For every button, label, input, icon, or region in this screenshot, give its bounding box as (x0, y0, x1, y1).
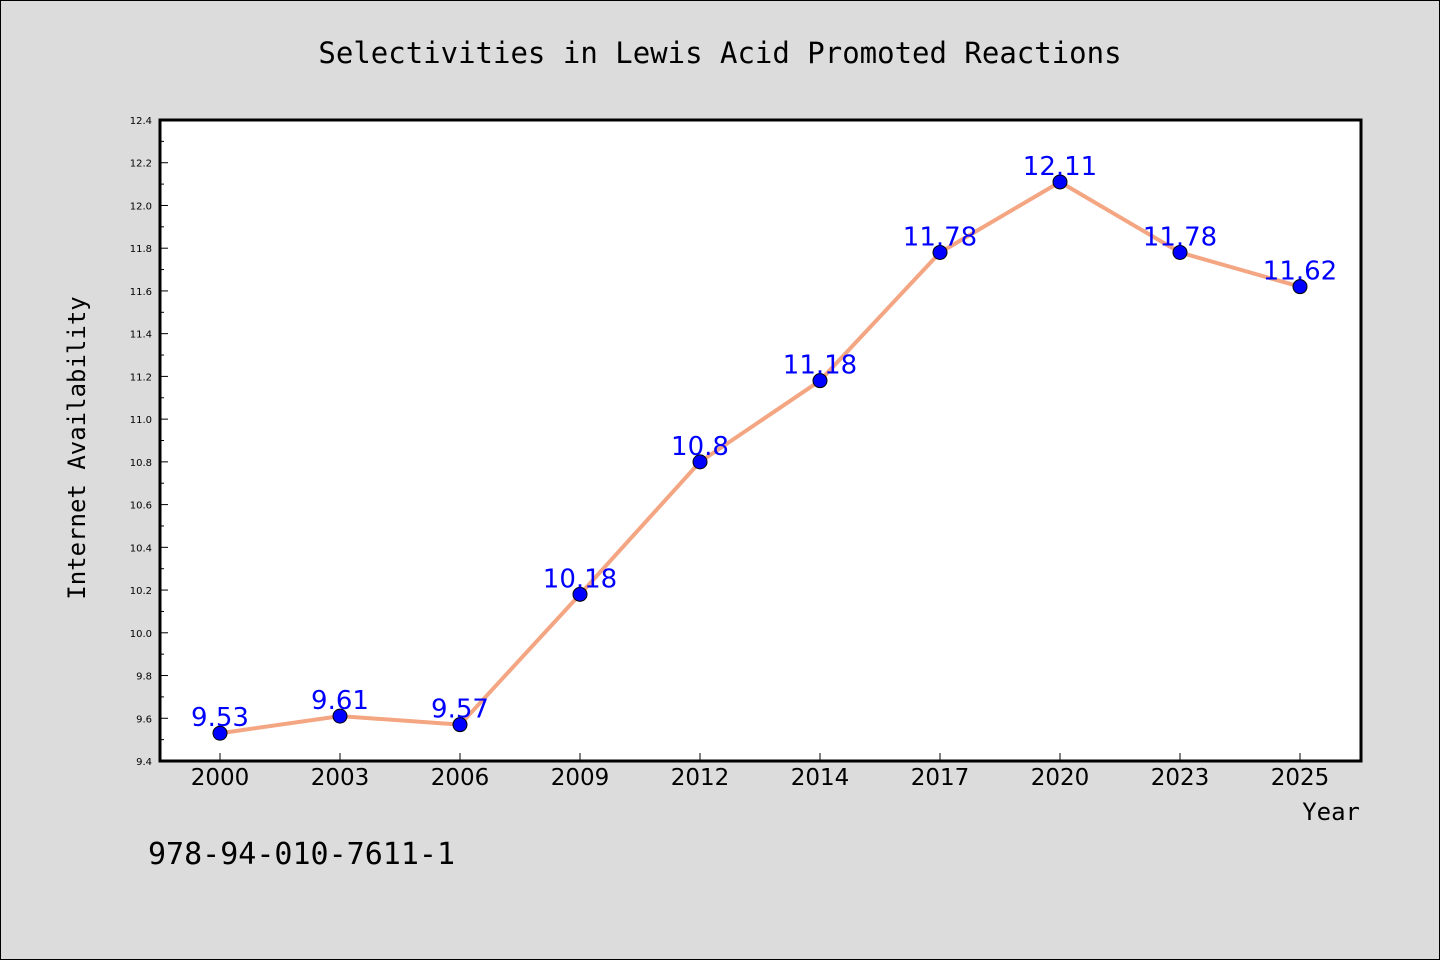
x-tick-label: 2014 (791, 765, 850, 791)
y-tick-label: 11.0 (130, 415, 152, 426)
y-tick-label: 10.2 (130, 586, 152, 597)
y-tick-label: 10.4 (130, 543, 152, 554)
y-tick-label: 10.8 (130, 458, 152, 469)
x-tick-label: 2017 (911, 765, 970, 791)
y-tick-label: 12.2 (130, 159, 152, 170)
data-point (812, 373, 828, 389)
data-label: 9.53 (191, 703, 249, 733)
data-point (452, 717, 468, 733)
x-tick-label: 2009 (551, 765, 610, 791)
x-tick-label: 2003 (311, 765, 370, 791)
series-group (212, 174, 1308, 741)
data-label: 11.62 (1263, 257, 1337, 287)
y-tick-label: 9.8 (136, 672, 152, 683)
y-tick-label: 9.6 (136, 714, 152, 725)
data-label: 11.18 (783, 351, 857, 381)
chart-title: Selectivities in Lewis Acid Promoted Rea… (318, 36, 1121, 70)
y-tick-label: 12.0 (130, 201, 152, 212)
data-label: 11.78 (1143, 222, 1217, 252)
data-label: 9.61 (311, 686, 369, 716)
y-tick-label: 12.4 (130, 116, 152, 127)
data-label: 12.11 (1023, 152, 1097, 182)
plot-area (158, 118, 1363, 763)
x-axis-label: Year (1302, 798, 1360, 826)
y-axis-label: Internet Availability (63, 296, 91, 599)
data-label: 10.8 (671, 432, 729, 462)
data-label: 9.57 (431, 695, 489, 725)
y-tick-label: 10.6 (130, 501, 152, 512)
data-point (1052, 174, 1068, 190)
x-axis-ticks: 2000 2003 2006 2009 2012 2014 2017 2020 2023 2025 (191, 753, 1330, 791)
data-point (212, 725, 228, 741)
data-point (1292, 279, 1308, 295)
data-point (572, 586, 588, 602)
y-tick-label: 11.2 (130, 372, 152, 383)
y-tick-label: 11.8 (130, 244, 152, 255)
y-tick-label: 10.0 (130, 629, 152, 640)
x-tick-label: 2025 (1271, 765, 1330, 791)
data-label: 10.18 (543, 564, 617, 594)
data-label: 11.78 (903, 222, 977, 252)
data-point (1172, 244, 1188, 260)
x-tick-label: 2020 (1031, 765, 1090, 791)
data-point (932, 244, 948, 260)
data-point (332, 708, 348, 724)
series-line (218, 179, 1302, 736)
y-tick-label: 9.4 (136, 757, 152, 768)
x-tick-label: 2023 (1151, 765, 1210, 791)
x-tick-label: 2012 (671, 765, 730, 791)
x-tick-label: 2000 (191, 765, 250, 791)
y-tick-label: 11.4 (130, 330, 152, 341)
y-axis-ticks: 9.4 9.6 9.8 10.0 10.2 10.4 10.6 10.8 11.0 11.2 11.… (130, 116, 168, 768)
data-point (692, 454, 708, 470)
isbn-text: 978-94-010-7611-1 (148, 837, 455, 872)
y-tick-label: 11.6 (130, 287, 152, 298)
data-labels: 9.53 9.61 9.57 10.18 10.8 11.18 11.78 12.11 11.7… (191, 152, 1337, 733)
x-tick-label: 2006 (431, 765, 490, 791)
